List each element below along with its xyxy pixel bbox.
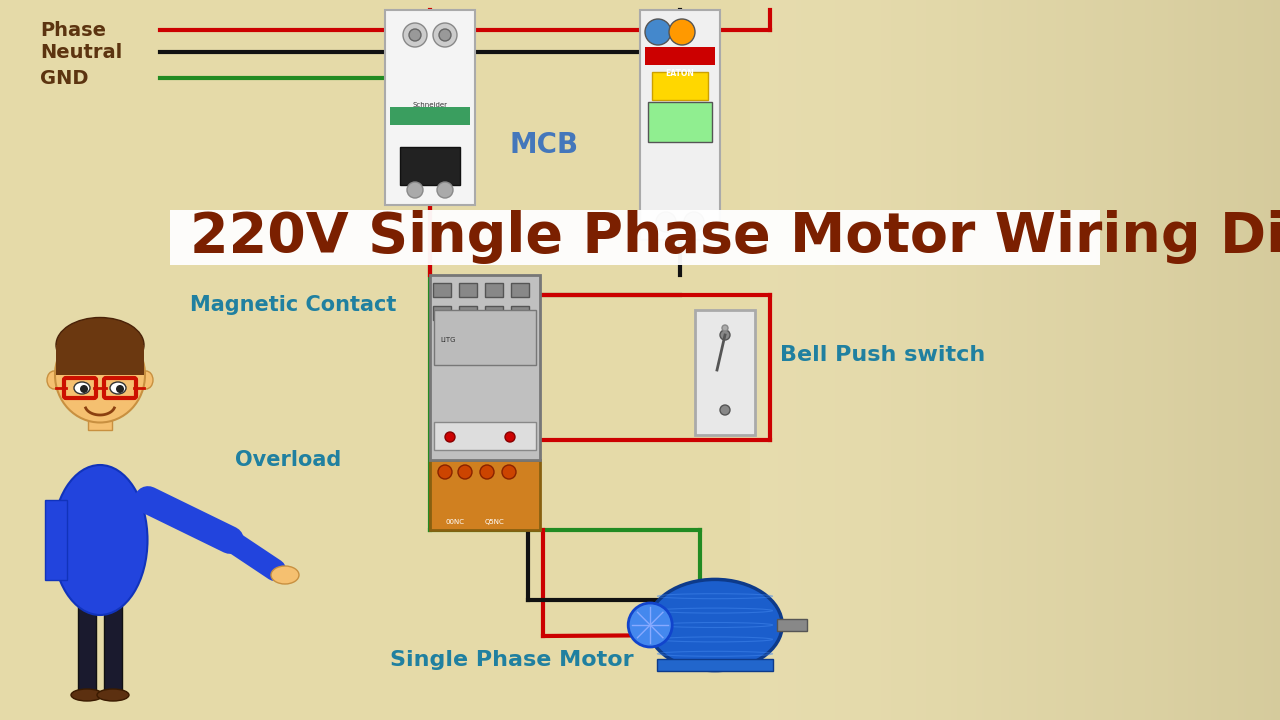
Circle shape <box>445 432 454 442</box>
Ellipse shape <box>271 566 300 584</box>
Bar <box>485 283 503 297</box>
Ellipse shape <box>110 382 125 394</box>
Bar <box>511 306 529 320</box>
Bar <box>434 422 536 450</box>
Circle shape <box>433 23 457 47</box>
Text: Overload: Overload <box>236 450 342 470</box>
Ellipse shape <box>47 371 61 389</box>
Circle shape <box>439 29 451 41</box>
Bar <box>399 147 460 185</box>
Bar <box>460 283 477 297</box>
Circle shape <box>719 330 730 340</box>
Circle shape <box>403 23 428 47</box>
Bar <box>433 306 451 320</box>
Circle shape <box>628 603 672 647</box>
Bar <box>695 310 755 435</box>
Bar <box>433 283 451 297</box>
Text: LITG: LITG <box>440 337 456 343</box>
Circle shape <box>116 385 124 393</box>
Ellipse shape <box>140 371 154 389</box>
Bar <box>485 306 503 320</box>
Circle shape <box>502 465 516 479</box>
Circle shape <box>645 19 671 45</box>
Bar <box>78 485 96 695</box>
Bar <box>45 500 67 580</box>
Bar <box>652 72 708 100</box>
Ellipse shape <box>55 328 145 423</box>
Circle shape <box>684 212 704 232</box>
Circle shape <box>506 432 515 442</box>
Text: Q5NC: Q5NC <box>485 519 504 525</box>
Circle shape <box>438 465 452 479</box>
Circle shape <box>657 212 676 232</box>
Bar <box>385 10 475 205</box>
Text: Single Phase Motor: Single Phase Motor <box>390 650 634 670</box>
Bar <box>104 485 122 695</box>
Circle shape <box>669 19 695 45</box>
Circle shape <box>79 385 88 393</box>
Text: Bell Push switch: Bell Push switch <box>780 345 986 365</box>
Text: GND: GND <box>40 68 88 88</box>
Bar <box>430 460 540 530</box>
Bar <box>434 310 536 365</box>
Bar <box>88 400 113 430</box>
Circle shape <box>480 465 494 479</box>
Bar <box>511 283 529 297</box>
Bar <box>777 619 808 631</box>
Ellipse shape <box>56 318 143 372</box>
Circle shape <box>458 465 472 479</box>
Text: MCB: MCB <box>509 131 579 159</box>
Text: Phase: Phase <box>40 20 106 40</box>
Bar <box>658 659 773 670</box>
Text: 220V Single Phase Motor Wiring Diagram: 220V Single Phase Motor Wiring Diagram <box>189 210 1280 264</box>
Bar <box>645 47 716 65</box>
Ellipse shape <box>52 465 147 615</box>
Text: Neutral: Neutral <box>40 42 123 61</box>
Circle shape <box>719 405 730 415</box>
Text: Magnetic Contact: Magnetic Contact <box>189 295 397 315</box>
Circle shape <box>410 29 421 41</box>
Text: EATON: EATON <box>666 70 695 78</box>
Ellipse shape <box>97 689 129 701</box>
Bar <box>56 345 143 375</box>
Bar <box>170 210 1100 265</box>
Ellipse shape <box>648 580 782 670</box>
Text: 00NC: 00NC <box>445 519 465 525</box>
Circle shape <box>436 182 453 198</box>
Bar <box>390 107 470 125</box>
Bar <box>430 275 540 460</box>
Ellipse shape <box>74 382 90 394</box>
Bar <box>648 102 712 142</box>
Ellipse shape <box>70 689 102 701</box>
Text: Schneider: Schneider <box>412 102 448 108</box>
Circle shape <box>722 325 728 331</box>
Bar <box>640 10 719 240</box>
Circle shape <box>407 182 422 198</box>
Bar <box>460 306 477 320</box>
